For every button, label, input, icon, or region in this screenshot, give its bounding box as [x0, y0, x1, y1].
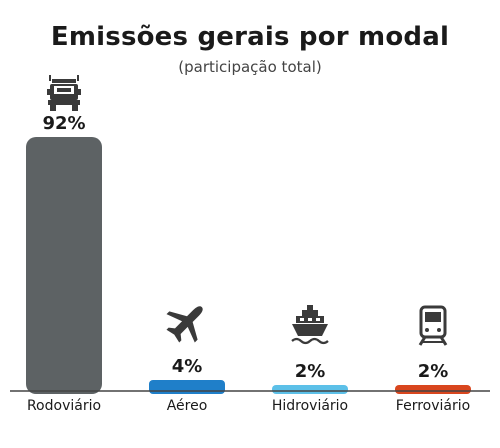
x-tick-label: Aéreo	[167, 398, 208, 414]
data-label: 2%	[295, 361, 326, 382]
bars-layer	[26, 137, 471, 394]
ship-icon	[291, 305, 329, 345]
data-label: 92%	[42, 113, 85, 134]
x-tick-label: Rodoviário	[27, 398, 101, 414]
airplane-icon	[166, 306, 203, 343]
data-label: 4%	[172, 356, 203, 377]
bar-aéreo	[149, 379, 225, 394]
icons-layer	[47, 75, 448, 346]
labels-layer: 92% Rodoviário 4% Aéreo 2% Hidroviário 2% Ferro…	[27, 113, 470, 414]
truck-icon	[47, 75, 81, 111]
data-label: 2%	[418, 361, 449, 382]
x-tick-label: Ferroviário	[396, 398, 470, 414]
train-icon	[418, 305, 448, 346]
chart-title: Emissões gerais por modal	[50, 22, 450, 52]
x-tick-label: Hidroviário	[272, 398, 348, 414]
bar-ferroviário	[395, 385, 471, 394]
bar-rodoviário	[26, 137, 102, 394]
bar-hidroviário	[272, 385, 348, 394]
chart-subtitle: (participação total)	[178, 58, 322, 76]
